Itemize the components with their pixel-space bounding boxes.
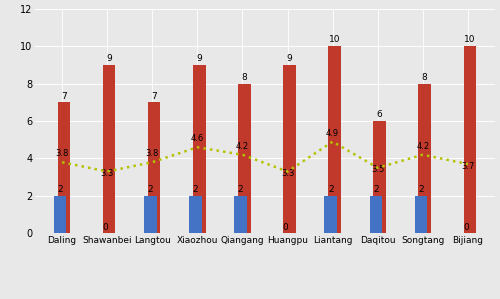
Bar bbox=[328, 46, 341, 233]
Text: 2: 2 bbox=[192, 185, 198, 194]
Text: 2: 2 bbox=[148, 185, 153, 194]
Text: 4.6: 4.6 bbox=[190, 134, 204, 143]
Bar bbox=[102, 65, 116, 233]
Bar bbox=[414, 196, 428, 233]
Bar bbox=[193, 65, 205, 233]
Text: 4.2: 4.2 bbox=[236, 142, 249, 151]
Bar bbox=[238, 84, 250, 233]
Bar bbox=[370, 196, 382, 233]
Text: 0: 0 bbox=[283, 223, 288, 232]
Bar bbox=[374, 121, 386, 233]
Text: 2: 2 bbox=[418, 185, 424, 194]
Text: 6: 6 bbox=[377, 110, 382, 119]
Bar bbox=[418, 84, 431, 233]
Text: 7: 7 bbox=[61, 91, 67, 100]
Bar bbox=[324, 196, 337, 233]
Text: 0: 0 bbox=[463, 223, 469, 232]
Text: 10: 10 bbox=[464, 36, 475, 45]
Text: 4.9: 4.9 bbox=[326, 129, 339, 138]
Bar bbox=[54, 196, 66, 233]
Bar bbox=[283, 65, 296, 233]
Text: 0: 0 bbox=[102, 223, 108, 232]
Text: 3.5: 3.5 bbox=[371, 165, 384, 174]
Text: 8: 8 bbox=[422, 73, 428, 82]
Text: 2: 2 bbox=[238, 185, 244, 194]
Bar bbox=[464, 46, 476, 233]
Text: 3.3: 3.3 bbox=[281, 169, 294, 178]
Bar bbox=[189, 196, 202, 233]
Text: 2: 2 bbox=[328, 185, 334, 194]
Text: 4.2: 4.2 bbox=[416, 142, 430, 151]
Text: 8: 8 bbox=[242, 73, 247, 82]
Text: 3.8: 3.8 bbox=[56, 149, 68, 158]
Bar bbox=[58, 103, 70, 233]
Bar bbox=[234, 196, 247, 233]
Bar bbox=[148, 103, 160, 233]
Text: 9: 9 bbox=[286, 54, 292, 63]
Text: 3.3: 3.3 bbox=[100, 169, 114, 178]
Text: 9: 9 bbox=[196, 54, 202, 63]
Text: 2: 2 bbox=[58, 185, 63, 194]
Text: 7: 7 bbox=[152, 91, 157, 100]
Text: 3.7: 3.7 bbox=[462, 162, 474, 171]
Text: 3.8: 3.8 bbox=[146, 149, 159, 158]
Text: 10: 10 bbox=[329, 36, 340, 45]
Text: 2: 2 bbox=[373, 185, 378, 194]
Bar bbox=[144, 196, 156, 233]
Text: 9: 9 bbox=[106, 54, 112, 63]
